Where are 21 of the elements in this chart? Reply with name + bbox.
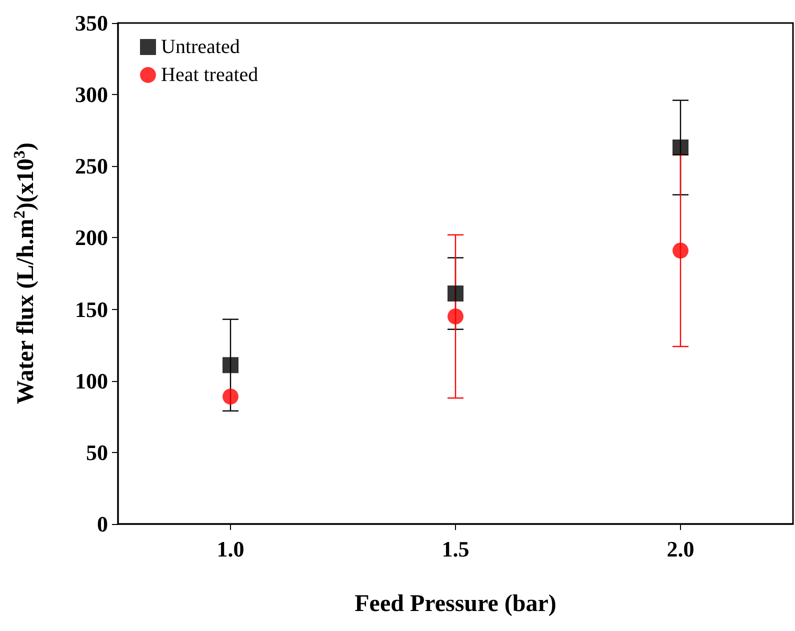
legend-label: Untreated (161, 36, 240, 58)
point (448, 286, 464, 302)
y-tick-label: 250 (75, 154, 108, 179)
x-axis-title: Feed Pressure (bar) (354, 591, 556, 617)
legend-label: Heat treated (161, 64, 258, 86)
y-tick-label: 300 (75, 82, 108, 108)
point (448, 308, 464, 324)
point (672, 140, 688, 156)
y-tick-label: 150 (75, 296, 108, 322)
y-tick-label: 350 (75, 10, 108, 36)
y-axis-title: Water flux (L/h.m2)(x103) (12, 142, 39, 404)
point (222, 388, 238, 405)
y-tick-label: 0 (97, 512, 108, 536)
x-tick-label: 2.0 (666, 536, 694, 562)
y-tick-label: 50 (86, 440, 108, 465)
point (672, 242, 688, 259)
y-tick-label: 100 (75, 368, 108, 394)
x-tick-label: 1.0 (216, 536, 244, 562)
y-tick-label: 200 (75, 225, 108, 250)
x-tick-label: 1.5 (442, 536, 470, 562)
point (222, 357, 238, 374)
